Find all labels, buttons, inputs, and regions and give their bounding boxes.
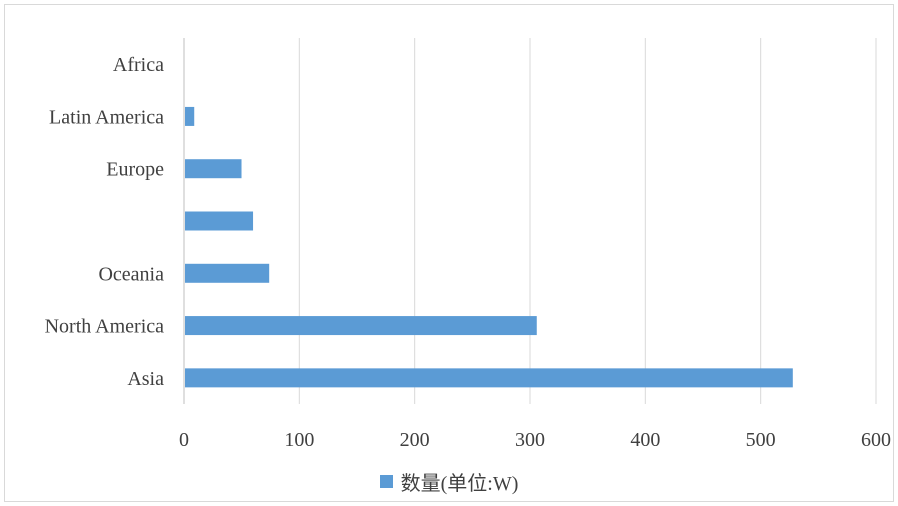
legend: 数量(单位:W) — [0, 466, 898, 496]
x-tick-label: 400 — [630, 429, 660, 451]
category-label: Europe — [106, 159, 164, 181]
chart-frame — [4, 4, 894, 502]
bar — [185, 211, 254, 231]
bar — [185, 159, 242, 179]
x-tick-label: 600 — [861, 429, 891, 451]
bar — [185, 316, 537, 336]
bar — [185, 263, 270, 283]
category-label: North America — [45, 316, 165, 338]
bar — [185, 368, 793, 388]
x-tick-label: 200 — [400, 429, 430, 451]
x-tick-label: 100 — [284, 429, 314, 451]
x-tick-label: 500 — [746, 429, 776, 451]
bar — [185, 106, 195, 126]
category-label: Latin America — [49, 106, 164, 128]
category-labels: Asia North America Oceania Europe Latin Amer… — [45, 54, 165, 390]
legend-label: 数量(单位:W) — [400, 472, 519, 495]
x-tick-labels: 0 100 200 300 400 500 600 — [179, 429, 891, 451]
x-tick-label: 300 — [515, 429, 545, 451]
legend-swatch — [379, 474, 393, 488]
category-label: Oceania — [98, 263, 164, 285]
category-label: Asia — [127, 368, 164, 390]
x-tick-label: 0 — [179, 429, 189, 451]
category-label: Africa — [113, 54, 164, 76]
gridlines — [298, 38, 877, 404]
bar-chart: Asia North America Oceania Europe Latin Amer… — [45, 38, 891, 451]
bars — [185, 106, 793, 388]
